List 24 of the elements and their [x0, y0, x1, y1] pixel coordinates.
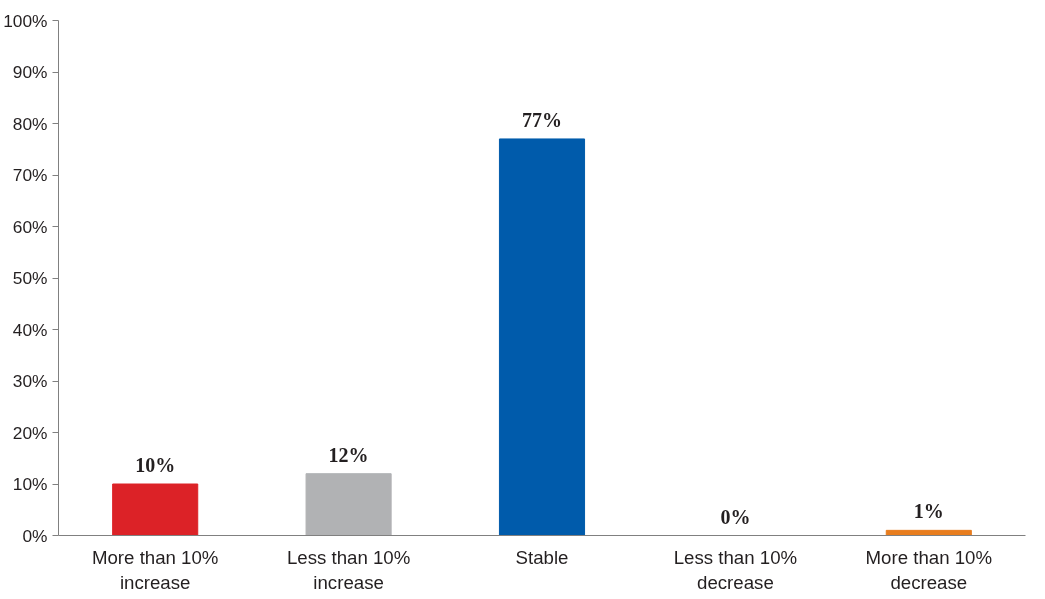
- y-tick-label: 70%: [12, 165, 48, 185]
- y-tick-label: 20%: [12, 422, 48, 443]
- y-tick-label: 10%: [12, 474, 48, 494]
- x-tick-label: More than 10% decrease: [865, 546, 993, 593]
- data-label: 0%: [720, 505, 751, 528]
- y-tick-label: 40%: [12, 319, 48, 340]
- x-tick-label: Less than 10% increase: [286, 546, 411, 593]
- data-label: 77%: [522, 108, 562, 131]
- x-tick-label: Stable: [515, 546, 569, 568]
- y-tick-label: 90%: [12, 62, 48, 82]
- data-label: 12%: [328, 443, 369, 466]
- y-tick-label: 100%: [3, 10, 48, 31]
- x-tick-label: More than 10% increase: [91, 546, 219, 593]
- data-label: 10%: [135, 454, 176, 476]
- y-tick-label: 50%: [12, 268, 48, 288]
- bar: [498, 138, 586, 536]
- data-label: 1%: [913, 500, 944, 523]
- x-tick-label: Less than 10% decrease: [673, 546, 798, 593]
- y-tick-label: 80%: [12, 113, 48, 134]
- bar: [112, 483, 199, 536]
- y-tick-label: 30%: [12, 371, 48, 391]
- bar: [305, 473, 392, 536]
- y-tick-label: 60%: [12, 216, 48, 237]
- y-tick-label: 0%: [22, 525, 48, 546]
